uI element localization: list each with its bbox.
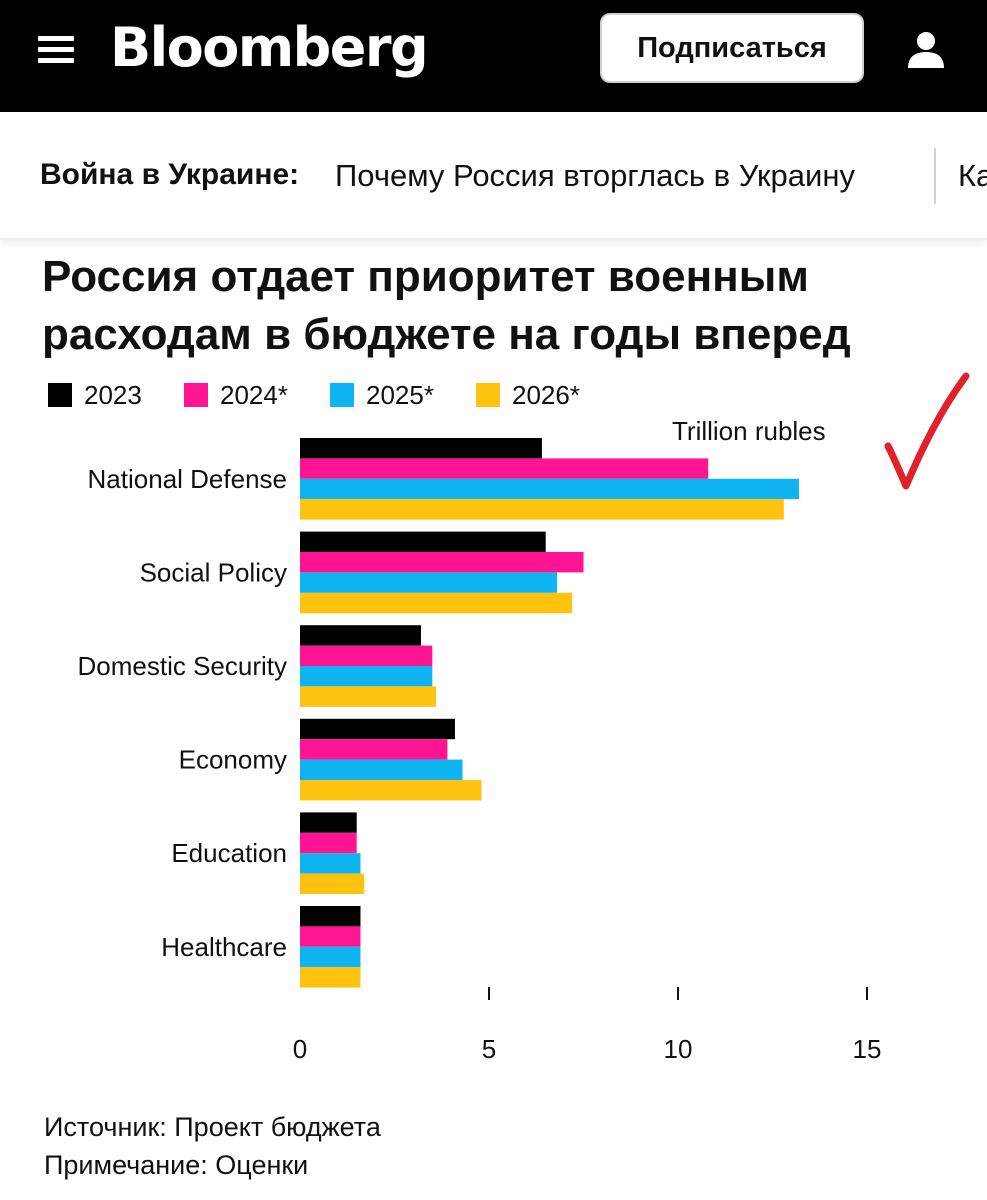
x-tick-label: 15 [853,1034,882,1064]
legend-swatch [184,383,208,407]
legend-label: 2026* [512,379,580,410]
chart-title: Россия отдает приоритет военным расходам… [42,252,851,359]
topic-link-why-russia-invaded[interactable]: Почему Россия вторглась в Украину [335,158,855,193]
bar [300,780,482,801]
unit-label: Trillion rubles [672,416,826,446]
category-label: Education [171,838,287,868]
legend-item-2023: 2023 [48,378,142,412]
bar [300,572,558,593]
legend-label: 2025* [366,379,434,410]
bloomberg-logo[interactable]: Bloomberg [110,16,429,79]
bar [300,759,463,780]
bar [300,739,448,760]
bar [300,873,365,894]
bar [300,531,546,552]
legend-label: 2023 [84,379,142,410]
bar [300,666,433,687]
source-note: Источник: Проект бюджета [44,1112,381,1142]
bar [300,478,799,500]
red-checkmark-icon [884,372,970,490]
bar [300,853,361,874]
topic-link-next[interactable]: Ка [958,158,987,193]
category-label: National Defense [88,464,287,494]
bar [300,926,361,947]
bar [300,718,455,740]
bar [300,645,433,666]
bar [300,592,573,614]
x-tick-label: 5 [482,1034,496,1064]
bar-chart: National Defense Social Policy Domestic Se… [78,438,882,1064]
bar [300,438,542,459]
x-tick-label: 0 [293,1034,307,1064]
bar [300,906,361,927]
bar [300,499,784,520]
legend-item-2025: 2025* [330,378,434,412]
bar [300,812,357,833]
legend-swatch [48,383,72,407]
top-bar: Bloomberg Подписаться [0,0,987,112]
bar [300,686,437,707]
x-tick-label: 10 [664,1034,693,1064]
legend-label: 2024* [220,379,288,410]
category-label: Social Policy [140,557,287,587]
category-label: Healthcare [161,932,287,962]
subscribe-button[interactable]: Подписаться [600,13,864,83]
category-label: Domestic Security [78,651,288,681]
legend-swatch [330,383,354,407]
hamburger-menu-icon[interactable] [38,30,78,66]
estimates-note: Примечание: Оценки [44,1150,309,1180]
bar [300,967,361,988]
legend-item-2026: 2026* [476,378,580,412]
category-label: Economy [179,745,287,775]
bar [300,832,357,854]
bar [300,946,361,968]
bar [300,625,421,646]
bar [300,458,709,479]
bar [300,552,584,573]
legend-swatch [476,383,500,407]
user-account-icon[interactable] [904,28,948,72]
topic-label: Война в Украине: [40,158,300,191]
nav-divider [934,148,936,204]
legend-item-2024: 2024* [184,378,288,412]
topic-nav-strip [0,112,987,240]
